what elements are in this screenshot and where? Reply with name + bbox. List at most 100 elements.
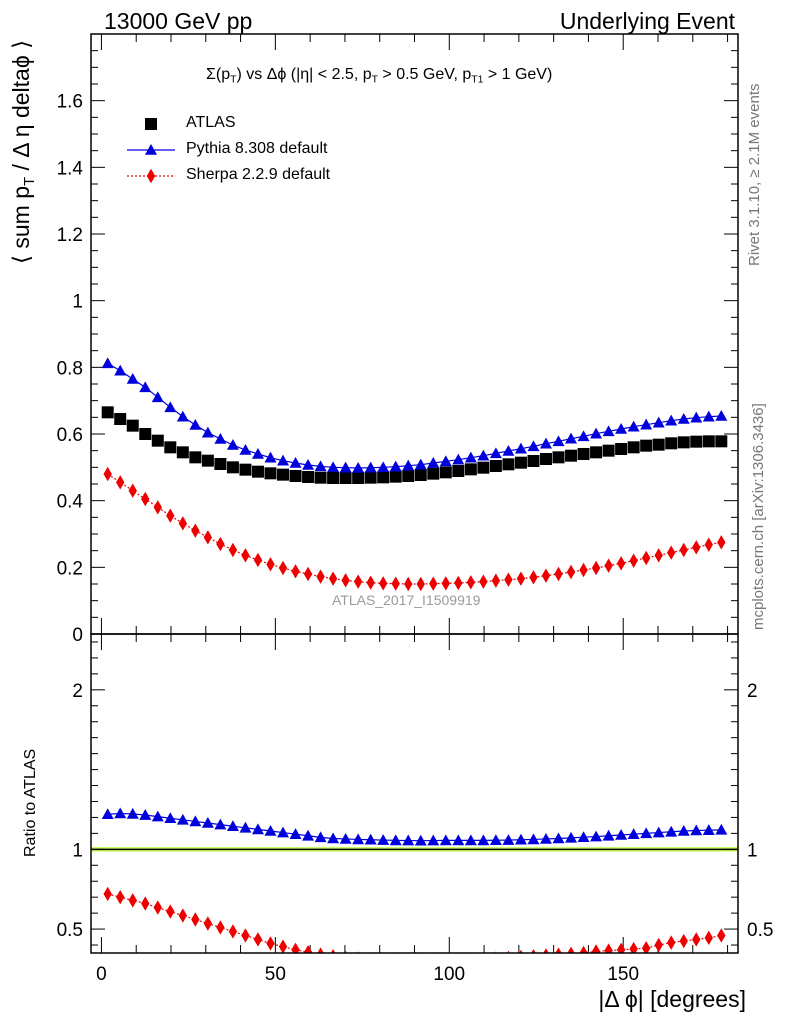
data-point-atlas <box>627 441 640 454</box>
data-point-atlas <box>577 448 590 460</box>
data-point-sherpa <box>504 572 513 587</box>
y-tick-label: 0.2 <box>57 558 83 579</box>
data-point-pythia <box>402 459 415 471</box>
header-right: Underlying Event <box>559 8 735 34</box>
data-point-sherpa <box>466 575 476 590</box>
data-point-atlas <box>690 435 703 448</box>
data-point-pythia <box>101 808 114 820</box>
data-point-sherpa <box>128 483 137 498</box>
data-point-sherpa <box>216 920 225 935</box>
data-point-atlas <box>377 471 390 484</box>
data-point-pythia <box>364 833 377 845</box>
data-point-pythia <box>352 462 365 473</box>
data-point-sherpa <box>543 948 549 953</box>
data-point-sherpa <box>516 571 526 586</box>
data-point-pythia <box>439 834 452 846</box>
data-point-pythia <box>139 381 152 393</box>
data-point-pythia <box>615 828 628 840</box>
data-point-pythia <box>702 824 715 835</box>
x-tick-label: 50 <box>265 964 286 985</box>
y-tick-label: 0.5 <box>57 920 83 941</box>
data-point-pythia <box>414 834 427 846</box>
data-point-sherpa <box>178 908 188 923</box>
data-point-pythia <box>539 437 552 449</box>
x-tick-label: 150 <box>607 964 639 985</box>
y-tick-label: 1 <box>72 840 83 861</box>
series-pythia <box>101 807 728 846</box>
data-point-atlas <box>552 451 565 464</box>
data-point-pythia <box>114 807 127 819</box>
data-point-pythia <box>176 813 189 825</box>
data-point-sherpa <box>330 948 336 953</box>
data-point-sherpa <box>395 952 397 953</box>
data-point-pythia <box>514 442 527 454</box>
data-point-pythia <box>126 373 139 384</box>
data-point-pythia <box>251 448 264 459</box>
data-point-sherpa <box>153 500 162 515</box>
y-tick-label: 2 <box>72 681 83 702</box>
data-point-pythia <box>377 461 390 473</box>
data-point-sherpa <box>591 944 601 953</box>
upper-panel-frame <box>90 33 739 635</box>
data-point-atlas <box>652 438 665 451</box>
data-point-pythia <box>164 401 177 413</box>
data-point-sherpa <box>166 904 175 919</box>
data-point-sherpa <box>482 952 484 953</box>
data-point-sherpa <box>404 576 413 592</box>
data-point-atlas <box>139 428 152 440</box>
data-point-atlas <box>114 413 127 425</box>
data-point-pythia <box>640 418 653 430</box>
data-point-pythia <box>226 820 239 831</box>
data-point-atlas <box>427 467 440 480</box>
data-point-pythia <box>514 833 527 845</box>
legend-label-pythia: Pythia 8.308 default <box>186 140 328 157</box>
header-left: 13000 GeV pp <box>104 8 253 34</box>
y-tick-label: 0.6 <box>57 425 83 446</box>
data-point-sherpa <box>641 941 651 953</box>
data-point-pythia <box>464 451 477 463</box>
data-point-sherpa <box>591 560 601 576</box>
y-tick-label: 1.4 <box>57 158 84 179</box>
data-point-pythia <box>489 834 502 846</box>
data-point-atlas <box>277 468 290 481</box>
lower-panel: 0.5 0.5 1 1 2 2 0 50 100 150 <box>57 633 773 985</box>
x-tick-label: 100 <box>433 964 465 985</box>
data-point-atlas <box>452 465 465 477</box>
data-point-pythia <box>327 832 340 844</box>
data-point-sherpa <box>531 948 536 953</box>
data-point-pythia <box>552 435 565 447</box>
data-point-pythia <box>189 419 202 430</box>
data-point-sherpa <box>266 936 275 951</box>
data-point-sherpa <box>291 564 300 579</box>
data-point-atlas <box>489 460 502 472</box>
data-point-pythia <box>339 461 352 473</box>
data-point-sherpa <box>278 939 288 953</box>
data-point-pythia <box>352 833 365 845</box>
data-point-sherpa <box>378 576 388 591</box>
data-point-sherpa <box>103 886 112 902</box>
data-point-sherpa <box>567 946 575 953</box>
data-point-pythia <box>565 432 578 444</box>
data-point-atlas <box>640 439 653 452</box>
plot-title: Σ(pT) vs Δϕ (|η| < 2.5, pT > 0.5 GeV, pT… <box>206 66 553 86</box>
data-point-pythia <box>477 449 490 461</box>
data-point-pythia <box>402 834 415 846</box>
data-point-sherpa <box>141 896 150 911</box>
data-point-pythia <box>289 457 302 468</box>
data-point-pythia <box>489 447 502 459</box>
data-point-pythia <box>652 416 665 428</box>
data-point-pythia <box>452 834 465 846</box>
data-point-pythia <box>665 825 678 837</box>
data-point-sherpa <box>654 937 663 953</box>
data-point-sherpa <box>178 516 188 531</box>
data-point-atlas <box>151 434 164 447</box>
data-point-pythia <box>577 831 590 843</box>
data-point-pythia <box>665 414 678 426</box>
data-point-sherpa <box>370 952 372 953</box>
data-point-sherpa <box>317 947 324 953</box>
data-point-sherpa <box>554 566 563 582</box>
data-point-sherpa <box>103 466 112 482</box>
data-point-sherpa <box>191 523 200 538</box>
data-point-atlas <box>126 419 139 432</box>
